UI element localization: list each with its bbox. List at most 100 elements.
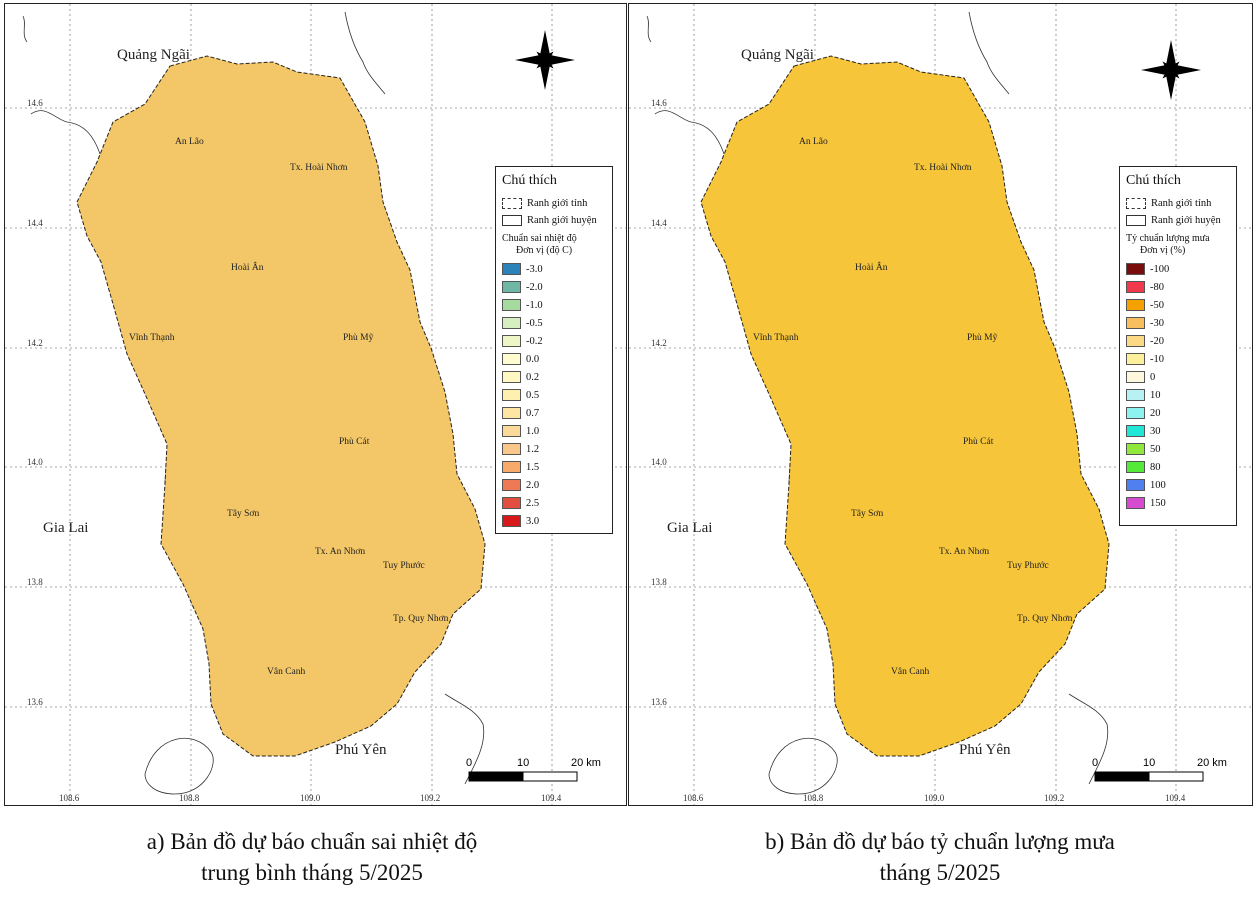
- lat-label: 13.8: [27, 577, 43, 587]
- caption-line: b) Bản đồ dự báo tỷ chuẩn lượng mưa: [765, 829, 1115, 854]
- district-label: Vĩnh Thạnh: [753, 333, 799, 343]
- color-swatch-icon: [502, 371, 521, 383]
- lat-label: 14.4: [27, 218, 43, 228]
- color-swatch-icon: [1126, 479, 1145, 491]
- legend-class-label: -10: [1150, 353, 1164, 365]
- legend-class-label: 2.5: [526, 497, 540, 509]
- color-swatch-icon: [502, 425, 521, 437]
- color-swatch-icon: [1126, 299, 1145, 311]
- lat-label: 13.6: [27, 697, 43, 707]
- lat-label: 14.6: [651, 98, 667, 108]
- district-label: Tx. Hoài Nhơn: [290, 163, 348, 173]
- legend-class-item: -20: [1126, 332, 1230, 350]
- legend-class-label: 0.5: [526, 389, 540, 401]
- legend-class-label: -30: [1150, 317, 1164, 329]
- legend-class-label: 3.0: [526, 515, 540, 527]
- legend-class-item: 150: [1126, 494, 1230, 512]
- color-swatch-icon: [1126, 461, 1145, 473]
- legend-class-item: 1.5: [502, 458, 606, 476]
- scale-bar: 0 10 20 km: [466, 757, 601, 782]
- legend-class-item: 50: [1126, 440, 1230, 458]
- district-label: Phù Cát: [339, 437, 370, 447]
- dashed-swatch-icon: [1126, 198, 1146, 209]
- dashed-swatch-icon: [502, 198, 522, 209]
- scale-label: 0: [466, 757, 472, 769]
- north-arrow-icon: [1141, 40, 1201, 100]
- color-swatch-icon: [1126, 371, 1145, 383]
- color-swatch-icon: [502, 515, 521, 527]
- legend-class-item: 2.5: [502, 494, 606, 512]
- province-label-south: Phú Yên: [959, 742, 1011, 758]
- color-swatch-icon: [502, 353, 521, 365]
- solid-swatch-icon: [502, 215, 522, 226]
- district-label: Phù Mỹ: [343, 333, 374, 343]
- color-swatch-icon: [1126, 281, 1145, 293]
- color-swatch-icon: [502, 407, 521, 419]
- legend-class-item: -80: [1126, 278, 1230, 296]
- lat-label: 13.8: [651, 577, 667, 587]
- legend-class-title: Chuẩn sai nhiệt độ: [502, 233, 577, 244]
- legend-class-title: Tỷ chuẩn lượng mưa: [1126, 233, 1210, 244]
- legend-class-label: 20: [1150, 407, 1161, 419]
- legend-class-item: 1.2: [502, 440, 606, 458]
- legend-class-item: 100: [1126, 476, 1230, 494]
- scale-label: 20 km: [571, 757, 601, 769]
- legend-class-label: -2.0: [526, 281, 543, 293]
- legend-class-item: 0.5: [502, 386, 606, 404]
- legend-classes: -100 -80 -50 -30 -20 -10 0 10 20 30 50 80 100 150: [1126, 260, 1230, 512]
- legend-class-label: 1.2: [526, 443, 540, 455]
- district-label: An Lão: [799, 137, 828, 147]
- legend-classes: -3.0 -2.0 -1.0 -0.5 -0.2 0.0 0.2 0.5 0.7 1.0 1.2 1.…: [502, 260, 606, 530]
- province-label-north: Quảng Ngãi: [741, 47, 814, 63]
- scale-label: 0: [1092, 757, 1098, 769]
- legend-class-label: 80: [1150, 461, 1161, 473]
- legend-class-label: -50: [1150, 299, 1164, 311]
- lon-label: 109.4: [1165, 793, 1186, 803]
- district-label: Hoài Ân: [231, 261, 264, 273]
- district-label: Vân Canh: [267, 667, 306, 677]
- color-swatch-icon: [1126, 353, 1145, 365]
- legend-class-label: 50: [1150, 443, 1161, 455]
- lon-label: 108.8: [803, 793, 824, 803]
- color-swatch-icon: [1126, 335, 1145, 347]
- color-swatch-icon: [502, 461, 521, 473]
- lon-label: 109.0: [300, 793, 321, 803]
- legend-class-label: 0.2: [526, 371, 540, 383]
- color-swatch-icon: [502, 479, 521, 491]
- legend-item-district-boundary: Ranh giới huyện: [1126, 212, 1230, 229]
- lat-label: 14.6: [27, 98, 43, 108]
- caption-line: tháng 5/2025: [879, 860, 1001, 885]
- province-label-south: Phú Yên: [335, 742, 387, 758]
- legend-class-item: 10: [1126, 386, 1230, 404]
- legend-item-province-boundary: Ranh giới tỉnh: [502, 195, 606, 212]
- solid-swatch-icon: [1126, 215, 1146, 226]
- legend-class-label: 0.0: [526, 353, 540, 365]
- lon-label: 108.8: [179, 793, 200, 803]
- legend-class-label: 100: [1150, 479, 1166, 491]
- district-label: Tx. Hoài Nhơn: [914, 163, 972, 173]
- lat-label: 14.0: [27, 457, 43, 467]
- color-swatch-icon: [1126, 263, 1145, 275]
- caption-b: b) Bản đồ dự báo tỷ chuẩn lượng mưa thán…: [640, 826, 1240, 888]
- legend-class-item: -0.2: [502, 332, 606, 350]
- district-label: Vân Canh: [891, 667, 930, 677]
- legend-class-item: -30: [1126, 314, 1230, 332]
- map-panel-rainfall: 14.6 14.4 14.2 14.0 13.8 13.6 108.6 108.…: [628, 3, 1253, 806]
- legend-class-item: -0.5: [502, 314, 606, 332]
- legend-class-item: 0.2: [502, 368, 606, 386]
- scale-label: 10: [517, 757, 529, 769]
- legend-class-label: -0.2: [526, 335, 543, 347]
- lat-label: 14.2: [651, 338, 667, 348]
- legend-class-item: 0.7: [502, 404, 606, 422]
- color-swatch-icon: [1126, 317, 1145, 329]
- legend-class-item: 0.0: [502, 350, 606, 368]
- legend-class-item: -1.0: [502, 296, 606, 314]
- legend-class-item: 1.0: [502, 422, 606, 440]
- caption-line: trung bình tháng 5/2025: [201, 860, 423, 885]
- legend-class-item: -100: [1126, 260, 1230, 278]
- legend-class-label: -0.5: [526, 317, 543, 329]
- legend-class-label: -80: [1150, 281, 1164, 293]
- lon-label: 109.2: [1044, 793, 1064, 803]
- legend-class-label: -100: [1150, 263, 1170, 275]
- legend: Chú thích Ranh giới tỉnh Ranh giới huyện…: [1119, 166, 1237, 526]
